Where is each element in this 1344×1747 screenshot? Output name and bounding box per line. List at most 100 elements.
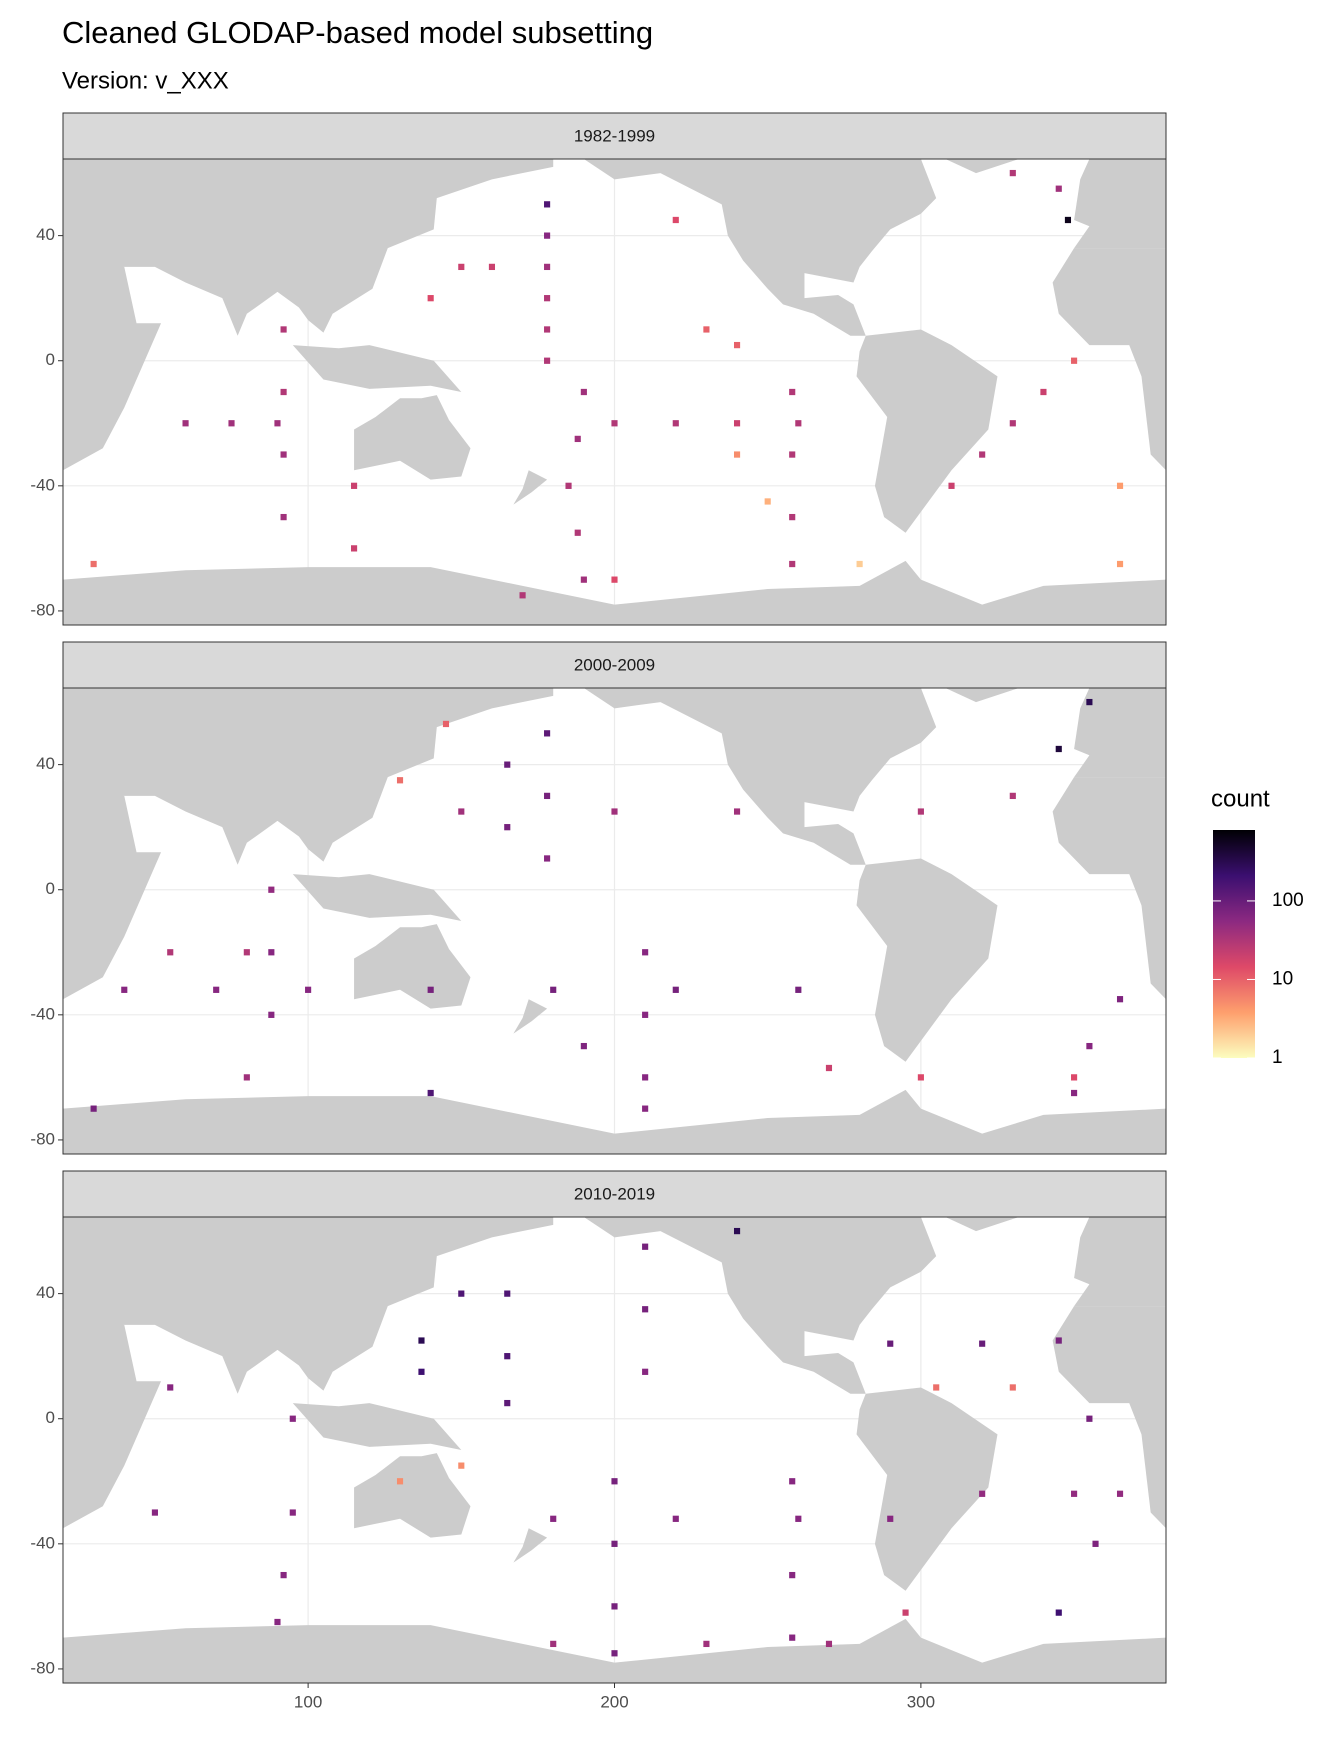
tile xyxy=(280,1571,287,1579)
tile xyxy=(611,420,618,427)
tile xyxy=(789,513,796,521)
tile xyxy=(151,1509,158,1516)
tile xyxy=(268,949,275,956)
tile xyxy=(1116,996,1124,1003)
tile xyxy=(544,201,551,208)
tile xyxy=(672,1515,679,1522)
land xyxy=(945,159,1019,174)
tile xyxy=(933,1384,940,1391)
land xyxy=(856,1387,998,1591)
tile xyxy=(672,986,679,993)
legend-label: 100 xyxy=(1272,890,1304,911)
tile xyxy=(611,1603,618,1610)
tile xyxy=(611,808,618,815)
tile xyxy=(733,1227,741,1235)
tile xyxy=(1116,1490,1124,1497)
tile xyxy=(274,420,281,427)
tile xyxy=(574,435,581,443)
y-tick-label: -80 xyxy=(30,1129,55,1148)
land xyxy=(63,159,554,336)
tile xyxy=(1071,357,1078,364)
tile xyxy=(458,1462,465,1469)
panel-border xyxy=(62,687,1167,1155)
tile xyxy=(733,341,741,349)
facet-strip xyxy=(62,112,1167,160)
land xyxy=(63,780,162,1000)
tile xyxy=(642,1243,649,1250)
tile xyxy=(789,1634,796,1641)
land xyxy=(63,1618,1166,1683)
tile xyxy=(917,1074,924,1081)
tile xyxy=(642,949,649,956)
x-tick-label: 100 xyxy=(294,1692,322,1711)
y-tick-label: -80 xyxy=(30,1658,55,1677)
tile xyxy=(979,1340,986,1347)
tile xyxy=(280,513,287,521)
tile xyxy=(427,986,434,993)
legend-label: 10 xyxy=(1272,968,1293,989)
tile xyxy=(167,949,174,956)
colorbar xyxy=(1213,830,1255,1058)
tile xyxy=(789,388,796,396)
tile xyxy=(948,482,955,489)
tile xyxy=(789,560,796,568)
tile xyxy=(825,1640,833,1648)
chart-subtitle: Version: v_XXX xyxy=(62,67,229,94)
tile xyxy=(243,1074,250,1081)
tile xyxy=(611,576,618,583)
land xyxy=(292,345,462,392)
tile xyxy=(544,357,551,364)
tile xyxy=(289,1415,296,1422)
tile xyxy=(1064,216,1072,224)
tile xyxy=(442,720,450,728)
land xyxy=(354,1453,471,1538)
y-tick-label: 0 xyxy=(46,1408,55,1427)
y-tick-label: 40 xyxy=(36,225,55,244)
tile xyxy=(167,1384,174,1391)
land xyxy=(63,1217,554,1394)
y-tick-label: 0 xyxy=(46,350,55,369)
tile xyxy=(580,1042,587,1050)
tile xyxy=(611,1650,618,1657)
tile xyxy=(351,482,358,489)
tile xyxy=(1071,1074,1078,1081)
tile xyxy=(795,420,802,427)
tile xyxy=(1055,1609,1062,1616)
land xyxy=(513,1528,548,1563)
tile xyxy=(504,824,511,831)
land xyxy=(1074,159,1166,249)
tile xyxy=(544,730,551,737)
land xyxy=(63,560,1166,625)
land xyxy=(1052,1306,1166,1529)
tile xyxy=(1071,1089,1078,1097)
tile xyxy=(764,498,771,505)
land xyxy=(1074,688,1166,778)
tile xyxy=(733,808,741,815)
tile xyxy=(1086,698,1093,706)
tile xyxy=(228,420,235,427)
y-tick-label: 0 xyxy=(46,879,55,898)
land xyxy=(583,688,937,865)
tile xyxy=(642,1105,649,1112)
tile xyxy=(1009,792,1016,800)
tile xyxy=(703,1640,710,1648)
facet-strip xyxy=(62,641,1167,689)
tile xyxy=(488,263,496,271)
tile xyxy=(280,451,287,458)
tile xyxy=(1071,1490,1078,1497)
tile xyxy=(427,1089,434,1097)
land xyxy=(513,999,548,1034)
tile xyxy=(396,777,404,784)
tile xyxy=(458,1290,465,1297)
tile xyxy=(1092,1540,1099,1547)
tile xyxy=(305,986,312,993)
tile xyxy=(642,1074,649,1081)
tile xyxy=(504,761,511,768)
tile xyxy=(642,1011,649,1018)
tile xyxy=(917,808,924,815)
facet-label: 1982-1999 xyxy=(574,126,655,145)
tile xyxy=(789,1478,796,1485)
land xyxy=(63,251,162,471)
tile xyxy=(550,1515,557,1522)
land xyxy=(583,1217,937,1394)
